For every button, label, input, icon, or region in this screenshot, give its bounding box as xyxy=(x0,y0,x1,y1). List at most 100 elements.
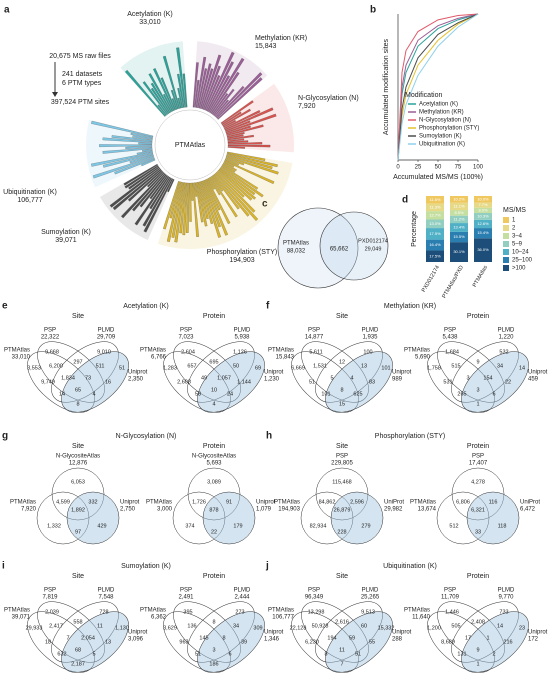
sector-bar xyxy=(189,182,192,222)
bar-segment xyxy=(474,219,492,229)
sector-bar xyxy=(134,175,170,226)
region-count: 83 xyxy=(369,379,375,385)
region-count: 8 xyxy=(340,387,343,393)
region-count: 82,934 xyxy=(310,523,327,529)
legend-swatch xyxy=(503,225,509,231)
venn-set xyxy=(172,491,226,545)
sector-bar xyxy=(224,158,239,166)
region-count: 8 xyxy=(76,401,79,407)
venn-set xyxy=(325,611,393,673)
set-name: UniProt xyxy=(520,500,540,506)
legend-title: MS/MS xyxy=(503,207,526,214)
venn-set xyxy=(437,601,505,663)
sector-bar xyxy=(128,166,160,190)
venn-subtitle: Site xyxy=(336,313,348,320)
sector-bar xyxy=(220,166,264,198)
region-count: 1,283 xyxy=(163,365,177,371)
legend-swatch xyxy=(503,217,509,223)
venn-set xyxy=(187,601,255,663)
sector-name: N-Glycosylation (N) xyxy=(298,95,359,102)
sector-count: 194,903 xyxy=(229,257,254,264)
sector-bar xyxy=(170,89,179,110)
region-count: 1,332 xyxy=(47,523,61,529)
sector-bar xyxy=(208,177,221,196)
region-count: 7 xyxy=(66,635,69,641)
sector-bar xyxy=(142,149,153,152)
sector-bar xyxy=(141,159,156,167)
sector-bar xyxy=(225,113,277,134)
venn-set xyxy=(27,351,95,413)
region-count: 3 xyxy=(466,375,469,381)
region-count: 10 xyxy=(211,387,217,393)
region-count: 1,726 xyxy=(192,499,206,505)
set-name: PTMAtlas xyxy=(4,348,30,354)
sector-bar xyxy=(222,162,237,172)
region-count: 632 xyxy=(57,651,66,657)
region-count: 9,749 xyxy=(41,379,55,385)
venn-set xyxy=(451,601,519,663)
venn-set xyxy=(427,611,495,673)
region-count: 51 xyxy=(309,379,315,385)
panel-letter: i xyxy=(2,561,5,572)
set-count: 9,770 xyxy=(498,595,514,601)
set-name: PSP xyxy=(180,328,192,334)
bar-segment xyxy=(474,212,492,220)
sector-bar xyxy=(163,93,174,112)
set-count: 33,010 xyxy=(12,355,31,361)
region-count: 58 xyxy=(195,391,201,397)
region-count: 22,128 xyxy=(290,625,307,631)
sector-bar xyxy=(192,182,199,237)
set-name: PTMAtlas xyxy=(283,241,309,247)
region-count: 9,513 xyxy=(361,609,375,615)
panel-letter: f xyxy=(266,301,270,312)
x-tick-label: PXD012174 xyxy=(421,265,441,294)
region-count: 2,596 xyxy=(350,499,364,505)
venn-set xyxy=(36,491,90,545)
venn-set xyxy=(451,467,505,521)
segment-label: 8.0% xyxy=(478,207,488,212)
set-count: 2,750 xyxy=(120,507,136,513)
sector-bar xyxy=(226,153,278,168)
venn-subtitle: Protein xyxy=(467,573,489,580)
sector-bar xyxy=(205,179,221,211)
venn-circle xyxy=(319,211,389,281)
region-count: 51 xyxy=(119,365,125,371)
region-count: 216 xyxy=(503,639,512,645)
venn-set xyxy=(197,351,265,413)
sector-bar xyxy=(224,160,275,184)
sector-bar xyxy=(177,87,183,109)
legend-label: Phosphorylation (STY) xyxy=(419,126,479,132)
sector-bar xyxy=(223,161,235,168)
region-count: 7 xyxy=(340,661,343,667)
sector-bar xyxy=(223,110,261,130)
set-name: Uniprot xyxy=(120,500,140,506)
segment-label: 10.3% xyxy=(477,213,489,218)
legend-label: 2 xyxy=(512,226,516,232)
region-count: 14 xyxy=(59,391,65,397)
region-count: 34 xyxy=(497,363,503,369)
venn-set xyxy=(187,341,255,403)
sector-bar xyxy=(210,71,240,114)
venn-subtitle: Protein xyxy=(203,313,225,320)
region-count: 101 xyxy=(381,365,390,371)
set-name: PSP xyxy=(472,454,484,460)
venn-set xyxy=(187,467,241,521)
set-name: PSP xyxy=(444,588,456,594)
venn-set xyxy=(37,341,105,403)
bar-segment xyxy=(426,239,444,251)
sector-bar xyxy=(138,142,153,145)
panel-title: Phosphorylation (STY) xyxy=(375,433,445,440)
set-count: 3,096 xyxy=(128,637,144,643)
region-count: 17 xyxy=(465,635,471,641)
set-name: PSP xyxy=(180,588,192,594)
set-count: 459 xyxy=(528,377,539,383)
set-count: 17,407 xyxy=(469,461,488,467)
region-count: 1,758 xyxy=(427,365,441,371)
set-count: 1,220 xyxy=(498,335,514,341)
venn-set xyxy=(315,467,369,521)
sector-bar xyxy=(221,165,259,190)
segment-label: 15.4% xyxy=(477,230,489,235)
sector-bar xyxy=(210,176,238,218)
venn-set xyxy=(66,491,120,545)
